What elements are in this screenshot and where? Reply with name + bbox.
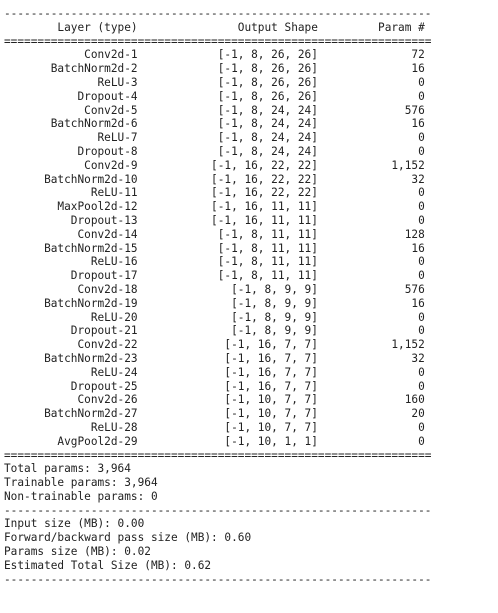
model-summary: ----------------------------------------… — [4, 7, 432, 586]
totals-line: Non-trainable params: 0 — [4, 489, 158, 503]
table-row: BatchNorm2d-23 [-1, 16, 7, 7] 32 — [4, 351, 425, 365]
size-line: Params size (MB): 0.02 — [4, 545, 151, 559]
table-row: ReLU-28 [-1, 10, 7, 7] 0 — [4, 420, 425, 434]
table-row: Conv2d-5 [-1, 8, 24, 24] 576 — [4, 103, 425, 117]
table-row: Dropout-4 [-1, 8, 26, 26] 0 — [4, 89, 425, 103]
totals-line: Total params: 3,964 — [4, 462, 131, 476]
separator-line: ========================================… — [4, 448, 432, 462]
table-row: Conv2d-26 [-1, 10, 7, 7] 160 — [4, 393, 425, 407]
size-line: Input size (MB): 0.00 — [4, 517, 145, 531]
table-row: MaxPool2d-12 [-1, 16, 11, 11] 0 — [4, 200, 425, 214]
table-row: BatchNorm2d-2 [-1, 8, 26, 26] 16 — [4, 62, 425, 76]
table-row: BatchNorm2d-27 [-1, 10, 7, 7] 20 — [4, 407, 425, 421]
table-row: Dropout-8 [-1, 8, 24, 24] 0 — [4, 144, 425, 158]
separator-line: ----------------------------------------… — [4, 7, 432, 20]
table-row: Conv2d-18 [-1, 8, 9, 9] 576 — [4, 282, 425, 296]
separator-line: ----------------------------------------… — [4, 572, 432, 586]
table-row: BatchNorm2d-6 [-1, 8, 24, 24] 16 — [4, 117, 425, 131]
separator-line: ----------------------------------------… — [4, 503, 432, 517]
table-row: Conv2d-9 [-1, 16, 22, 22] 1,152 — [4, 158, 425, 172]
table-row: Dropout-13 [-1, 16, 11, 11] 0 — [4, 213, 425, 227]
table-row: ReLU-16 [-1, 8, 11, 11] 0 — [4, 255, 425, 269]
table-row: Dropout-17 [-1, 8, 11, 11] 0 — [4, 269, 425, 283]
table-row: ReLU-24 [-1, 16, 7, 7] 0 — [4, 365, 425, 379]
size-line: Forward/backward pass size (MB): 0.60 — [4, 531, 252, 545]
table-row: BatchNorm2d-19 [-1, 8, 9, 9] 16 — [4, 296, 425, 310]
table-row: Dropout-25 [-1, 16, 7, 7] 0 — [4, 379, 425, 393]
table-row: BatchNorm2d-10 [-1, 16, 22, 22] 32 — [4, 172, 425, 186]
table-row: BatchNorm2d-15 [-1, 8, 11, 11] 16 — [4, 241, 425, 255]
table-row: Dropout-21 [-1, 8, 9, 9] 0 — [4, 324, 425, 338]
table-row: AvgPool2d-29 [-1, 10, 1, 1] 0 — [4, 434, 425, 448]
table-row: ReLU-7 [-1, 8, 24, 24] 0 — [4, 131, 425, 145]
table-row: Conv2d-1 [-1, 8, 26, 26] 72 — [4, 48, 425, 62]
table-row: ReLU-11 [-1, 16, 22, 22] 0 — [4, 186, 425, 200]
table-row: ReLU-20 [-1, 8, 9, 9] 0 — [4, 310, 425, 324]
totals-line: Trainable params: 3,964 — [4, 476, 158, 490]
table-row: Conv2d-14 [-1, 8, 11, 11] 128 — [4, 227, 425, 241]
table-row: Conv2d-22 [-1, 16, 7, 7] 1,152 — [4, 338, 425, 352]
table-header: Layer (type) Output Shape Param # — [4, 20, 425, 34]
table-row: ReLU-3 [-1, 8, 26, 26] 0 — [4, 75, 425, 89]
separator-line: ========================================… — [4, 34, 432, 48]
size-line: Estimated Total Size (MB): 0.62 — [4, 558, 212, 572]
